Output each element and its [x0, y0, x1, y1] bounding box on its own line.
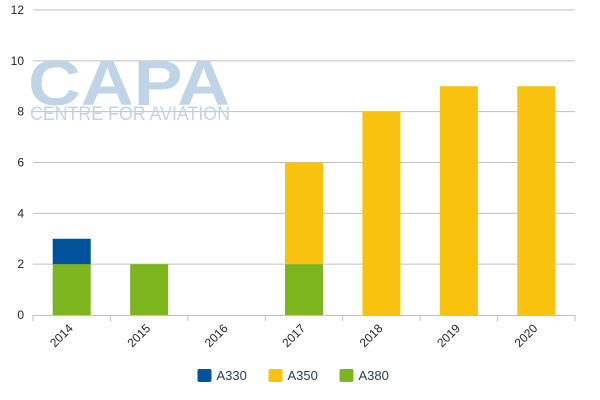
bar-a380-2017[interactable]	[285, 264, 323, 315]
legend-item-a330[interactable]: A330	[197, 368, 247, 383]
y-tick-label: 8	[17, 105, 24, 119]
x-axis	[32, 315, 576, 321]
bar-a380-2014[interactable]	[52, 264, 91, 315]
y-tick-labels: 0 2 4 6 8 10 12	[11, 3, 25, 322]
bar-a330-2014[interactable]	[52, 238, 91, 265]
legend-item-a350[interactable]: A350	[268, 368, 318, 383]
legend-swatch	[197, 369, 212, 382]
x-tick-label: 2020	[512, 321, 541, 350]
x-tick-label: 2015	[124, 321, 153, 350]
legend-swatch	[339, 369, 354, 382]
y-tick-label: 12	[11, 3, 25, 17]
watermark-logo: CAPA	[28, 47, 230, 119]
legend-swatch	[268, 369, 283, 382]
bar-a350-2019[interactable]	[439, 86, 478, 315]
y-tick-label: 4	[17, 206, 24, 220]
legend-label: A350	[288, 368, 318, 383]
y-tick-label: 10	[11, 54, 25, 68]
x-tick-label: 2017	[279, 321, 308, 350]
bar-a350-2018[interactable]	[362, 111, 401, 316]
watermark: CAPA CENTRE FOR AVIATION	[28, 47, 230, 125]
bar-a380-2015[interactable]	[130, 264, 169, 315]
x-tick-labels: 2014 2015 2016 2017 2018 2019 2020	[47, 321, 541, 350]
watermark-tagline: CENTRE FOR AVIATION	[30, 104, 230, 125]
legend: A330 A350 A380	[197, 368, 389, 383]
legend-label: A330	[217, 368, 247, 383]
bar-a350-2020[interactable]	[517, 86, 556, 315]
x-tick-label: 2018	[357, 321, 386, 350]
legend-item-a380[interactable]: A380	[339, 368, 389, 383]
legend-label: A380	[359, 368, 389, 383]
y-tick-label: 0	[17, 308, 24, 322]
x-tick-label: 2016	[202, 321, 231, 350]
x-tick-label: 2014	[47, 321, 76, 350]
bars	[52, 86, 556, 316]
y-tick-label: 6	[17, 156, 24, 170]
x-tick-label: 2019	[434, 321, 463, 350]
y-tick-label: 2	[17, 257, 24, 271]
bar-a350-2017[interactable]	[285, 162, 323, 265]
